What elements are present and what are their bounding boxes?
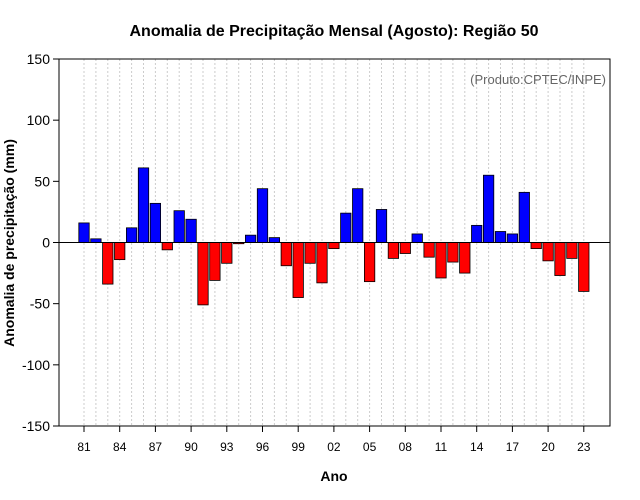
bar-2005 <box>363 242 376 283</box>
bar-2018 <box>518 191 530 243</box>
y-axis-label: Anomalia de precipitação (mm) <box>1 139 17 347</box>
y-tick-label: 0 <box>42 235 50 251</box>
x-tick-label: 99 <box>292 440 306 454</box>
bar-2017 <box>506 233 519 243</box>
bar-1998 <box>280 242 292 267</box>
bar-2008 <box>399 242 411 254</box>
x-tick-label: 87 <box>149 440 163 454</box>
bar-1999 <box>292 242 304 298</box>
bar-2019 <box>530 242 542 250</box>
x-tick-label: 11 <box>435 440 448 454</box>
credit-text: (Produto:CPTEC/INPE) <box>470 72 606 87</box>
bar-2004 <box>352 188 364 243</box>
x-tick-label: 93 <box>220 440 234 454</box>
bar-2010 <box>423 242 435 258</box>
bar-2013 <box>459 242 471 274</box>
bar-1985 <box>126 227 138 243</box>
bar-1993 <box>221 242 233 264</box>
bar-2023 <box>578 242 590 292</box>
x-tick-label: 20 <box>541 440 555 454</box>
bar-2022 <box>566 242 578 259</box>
bar-1981 <box>78 222 90 243</box>
bar-2006 <box>375 209 388 243</box>
y-tick-label: 100 <box>27 112 51 128</box>
bar-2000 <box>304 242 316 264</box>
bar-1990 <box>185 218 197 243</box>
x-tick-label: 14 <box>470 440 484 454</box>
bar-2021 <box>554 242 566 276</box>
chart-title: Anomalia de Precipitação Mensal (Agosto)… <box>130 23 539 40</box>
bar-1986 <box>137 167 150 243</box>
bar-1987 <box>149 202 161 243</box>
x-tick-label: 02 <box>327 440 341 454</box>
x-tick-label: 17 <box>506 440 520 454</box>
y-tick-label: -50 <box>30 296 50 312</box>
x-tick-label: 81 <box>77 440 91 454</box>
bar-1996 <box>256 188 269 243</box>
bar-2020 <box>542 242 554 262</box>
bar-1988 <box>161 242 173 251</box>
bar-1982 <box>90 238 102 243</box>
bar-2014 <box>471 224 483 243</box>
bar-1984 <box>114 242 126 261</box>
bar-2009 <box>411 233 423 243</box>
bar-1991 <box>197 242 209 306</box>
y-tick-label: 50 <box>34 173 50 189</box>
bar-2002 <box>328 242 340 250</box>
y-tick-label: 150 <box>27 51 51 67</box>
bar-2001 <box>316 242 328 284</box>
x-tick-label: 96 <box>256 440 270 454</box>
vertical-grid <box>83 59 585 426</box>
x-tick-label: 23 <box>577 440 591 454</box>
bar-1997 <box>268 237 281 243</box>
bar-1989 <box>173 210 185 243</box>
bar-2012 <box>447 242 459 263</box>
x-tick-label: 08 <box>399 440 413 454</box>
bar-2015 <box>482 174 495 243</box>
bar-1983 <box>102 242 114 285</box>
x-tick-label: 05 <box>363 440 377 454</box>
y-tick-label: -150 <box>22 418 50 434</box>
bar-2007 <box>387 242 400 259</box>
x-tick-label: 90 <box>184 440 198 454</box>
bar-1995 <box>244 234 257 243</box>
bars <box>78 167 590 306</box>
x-tick-label: 84 <box>113 440 127 454</box>
x-axis-label: Ano <box>320 468 347 484</box>
bar-1992 <box>209 242 221 281</box>
x-axis: 81 84 87 90 93 96 99 02 05 08 11 14 17 20 23 <box>77 426 591 454</box>
bar-2011 <box>435 242 447 279</box>
bar-2016 <box>494 231 507 243</box>
y-tick-label: -100 <box>22 357 50 373</box>
bar-2003 <box>340 212 352 243</box>
y-axis: -150 -100 -50 0 50 100 150 <box>22 51 59 434</box>
